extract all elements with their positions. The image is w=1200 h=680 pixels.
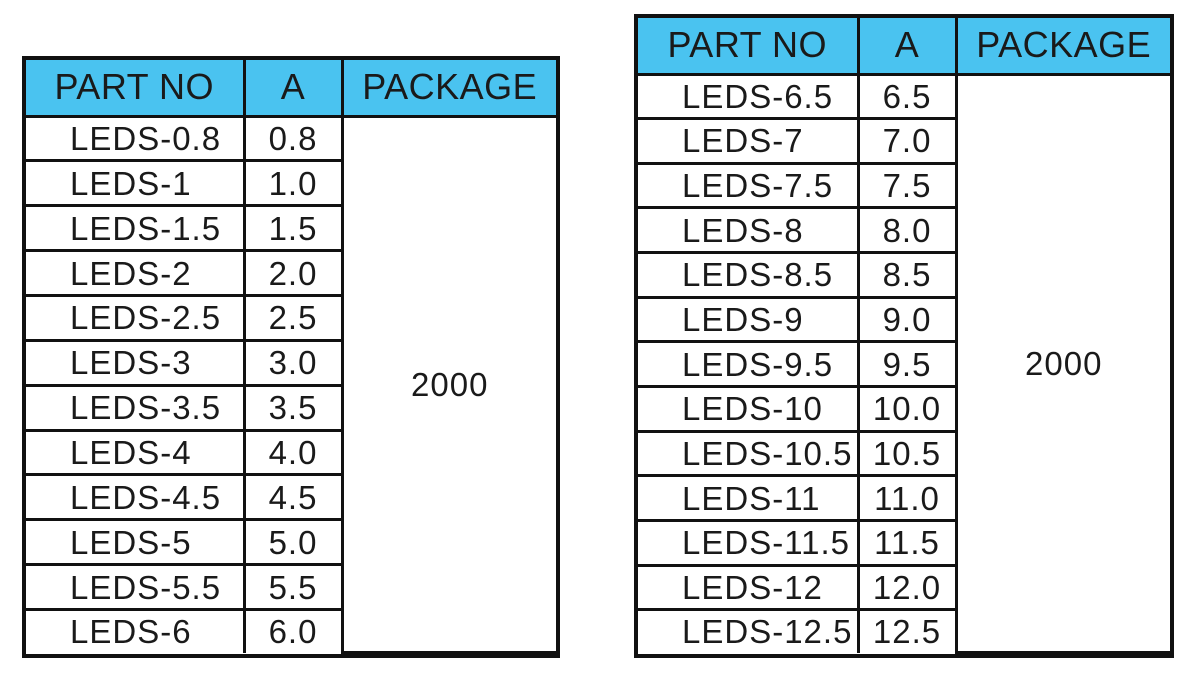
header-package: PACKAGE [954,18,1170,76]
part-no-cell: LEDS-7 [638,117,860,165]
current-cell: 9.0 [856,295,956,344]
current-cell: 7.0 [856,117,956,165]
table-row: LEDS-5 5.0 [26,518,556,567]
current-cell: 2.5 [242,293,342,342]
table-row: LEDS-4.5 4.5 [26,473,556,522]
table-row: LEDS-3 3.0 [26,338,556,387]
current-cell: 1.5 [242,204,342,253]
current-cell: 4.0 [242,428,342,477]
table-row: LEDS-6.5 6.5 2000 [638,72,1170,654]
current-cell: 11.5 [856,518,956,567]
table-row: LEDS-8 8.0 [638,206,1170,255]
current-cell: 3.0 [242,338,342,387]
part-no-cell: LEDS-6 [26,607,246,653]
package-cell: 2000 [340,114,556,654]
package-cell: 2000 [954,72,1170,654]
part-no-cell: LEDS-3.5 [26,383,246,432]
table-row: LEDS-0.8 0.8 2000 [26,114,556,654]
table-row: LEDS-11 11.0 [638,474,1170,522]
header-part-no: PART NO [638,18,860,76]
part-no-cell: LEDS-10 [638,384,860,433]
left-table: PART NO A PACKAGE LEDS-0.8 0.8 2000 LEDS-1 1… [26,60,556,654]
part-no-cell: LEDS-7.5 [638,161,860,210]
table-row: LEDS-2 2.0 [26,249,556,297]
part-no-cell: LEDS-9.5 [638,340,860,388]
part-no-cell: LEDS-1 [26,159,246,208]
current-cell: 10.0 [856,384,956,433]
current-cell: 5.0 [242,518,342,567]
current-cell: 11.0 [856,474,956,522]
current-cell: 3.5 [242,383,342,432]
header-a: A [856,18,958,76]
part-no-cell: LEDS-2.5 [26,293,246,342]
table-row: LEDS-7 7.0 [638,117,1170,165]
current-cell: 12.0 [856,563,956,612]
current-cell: 1.0 [242,159,342,208]
current-cell: 0.8 [242,114,344,163]
part-no-cell: LEDS-2 [26,249,246,297]
part-no-cell: LEDS-5.5 [26,563,246,611]
current-cell: 8.0 [856,206,956,255]
table-row: LEDS-12 12.0 [638,563,1170,612]
current-cell: 5.5 [242,563,342,611]
current-cell: 6.0 [242,607,342,653]
current-cell: 10.5 [856,429,956,478]
table-row: LEDS-4 4.0 [26,428,556,477]
current-cell: 7.5 [856,161,956,210]
part-no-cell: LEDS-3 [26,338,246,387]
current-cell: 4.5 [242,473,342,522]
table-row: LEDS-7.5 7.5 [638,161,1170,210]
part-no-cell: LEDS-8 [638,206,860,255]
part-no-cell: LEDS-0.8 [26,114,246,163]
table-row: LEDS-1 1.0 [26,159,556,208]
header-part-no: PART NO [26,60,246,118]
part-no-cell: LEDS-10.5 [638,429,860,478]
current-cell: 12.5 [856,608,956,653]
part-no-cell: LEDS-9 [638,295,860,344]
current-cell: 9.5 [856,340,956,388]
current-cell: 2.0 [242,249,342,297]
header-package: PACKAGE [340,60,556,118]
part-no-cell: LEDS-8.5 [638,251,860,299]
table-row: LEDS-10 10.0 [638,384,1170,433]
header-row: PART NO A PACKAGE [638,18,1170,76]
part-no-cell: LEDS-11.5 [638,518,860,567]
parts-table-right: PART NO A PACKAGE LEDS-6.5 6.5 2000 LEDS-7 7… [634,14,1174,658]
part-no-cell: LEDS-12 [638,563,860,612]
header-row: PART NO A PACKAGE [26,60,556,118]
parts-table-left: PART NO A PACKAGE LEDS-0.8 0.8 2000 LEDS-1 1… [22,56,560,658]
part-no-cell: LEDS-12.5 [638,608,860,653]
table-row: LEDS-11.5 11.5 [638,518,1170,567]
table-row: LEDS-3.5 3.5 [26,383,556,432]
table-row: LEDS-9 9.0 [638,295,1170,344]
part-no-cell: LEDS-5 [26,518,246,567]
table-row: LEDS-2.5 2.5 [26,293,556,342]
header-a: A [242,60,344,118]
part-no-cell: LEDS-6.5 [638,72,860,121]
right-table: PART NO A PACKAGE LEDS-6.5 6.5 2000 LEDS-7 7… [638,18,1170,654]
table-row: LEDS-8.5 8.5 [638,251,1170,299]
table-row: LEDS-12.5 12.5 [638,608,1170,653]
current-cell: 6.5 [856,72,958,121]
table-row: LEDS-9.5 9.5 [638,340,1170,388]
part-no-cell: LEDS-11 [638,474,860,522]
current-cell: 8.5 [856,251,956,299]
table-row: LEDS-1.5 1.5 [26,204,556,253]
table-row: LEDS-5.5 5.5 [26,563,556,611]
table-row: LEDS-6 6.0 [26,607,556,653]
part-no-cell: LEDS-4 [26,428,246,477]
part-no-cell: LEDS-4.5 [26,473,246,522]
part-no-cell: LEDS-1.5 [26,204,246,253]
table-row: LEDS-10.5 10.5 [638,429,1170,478]
